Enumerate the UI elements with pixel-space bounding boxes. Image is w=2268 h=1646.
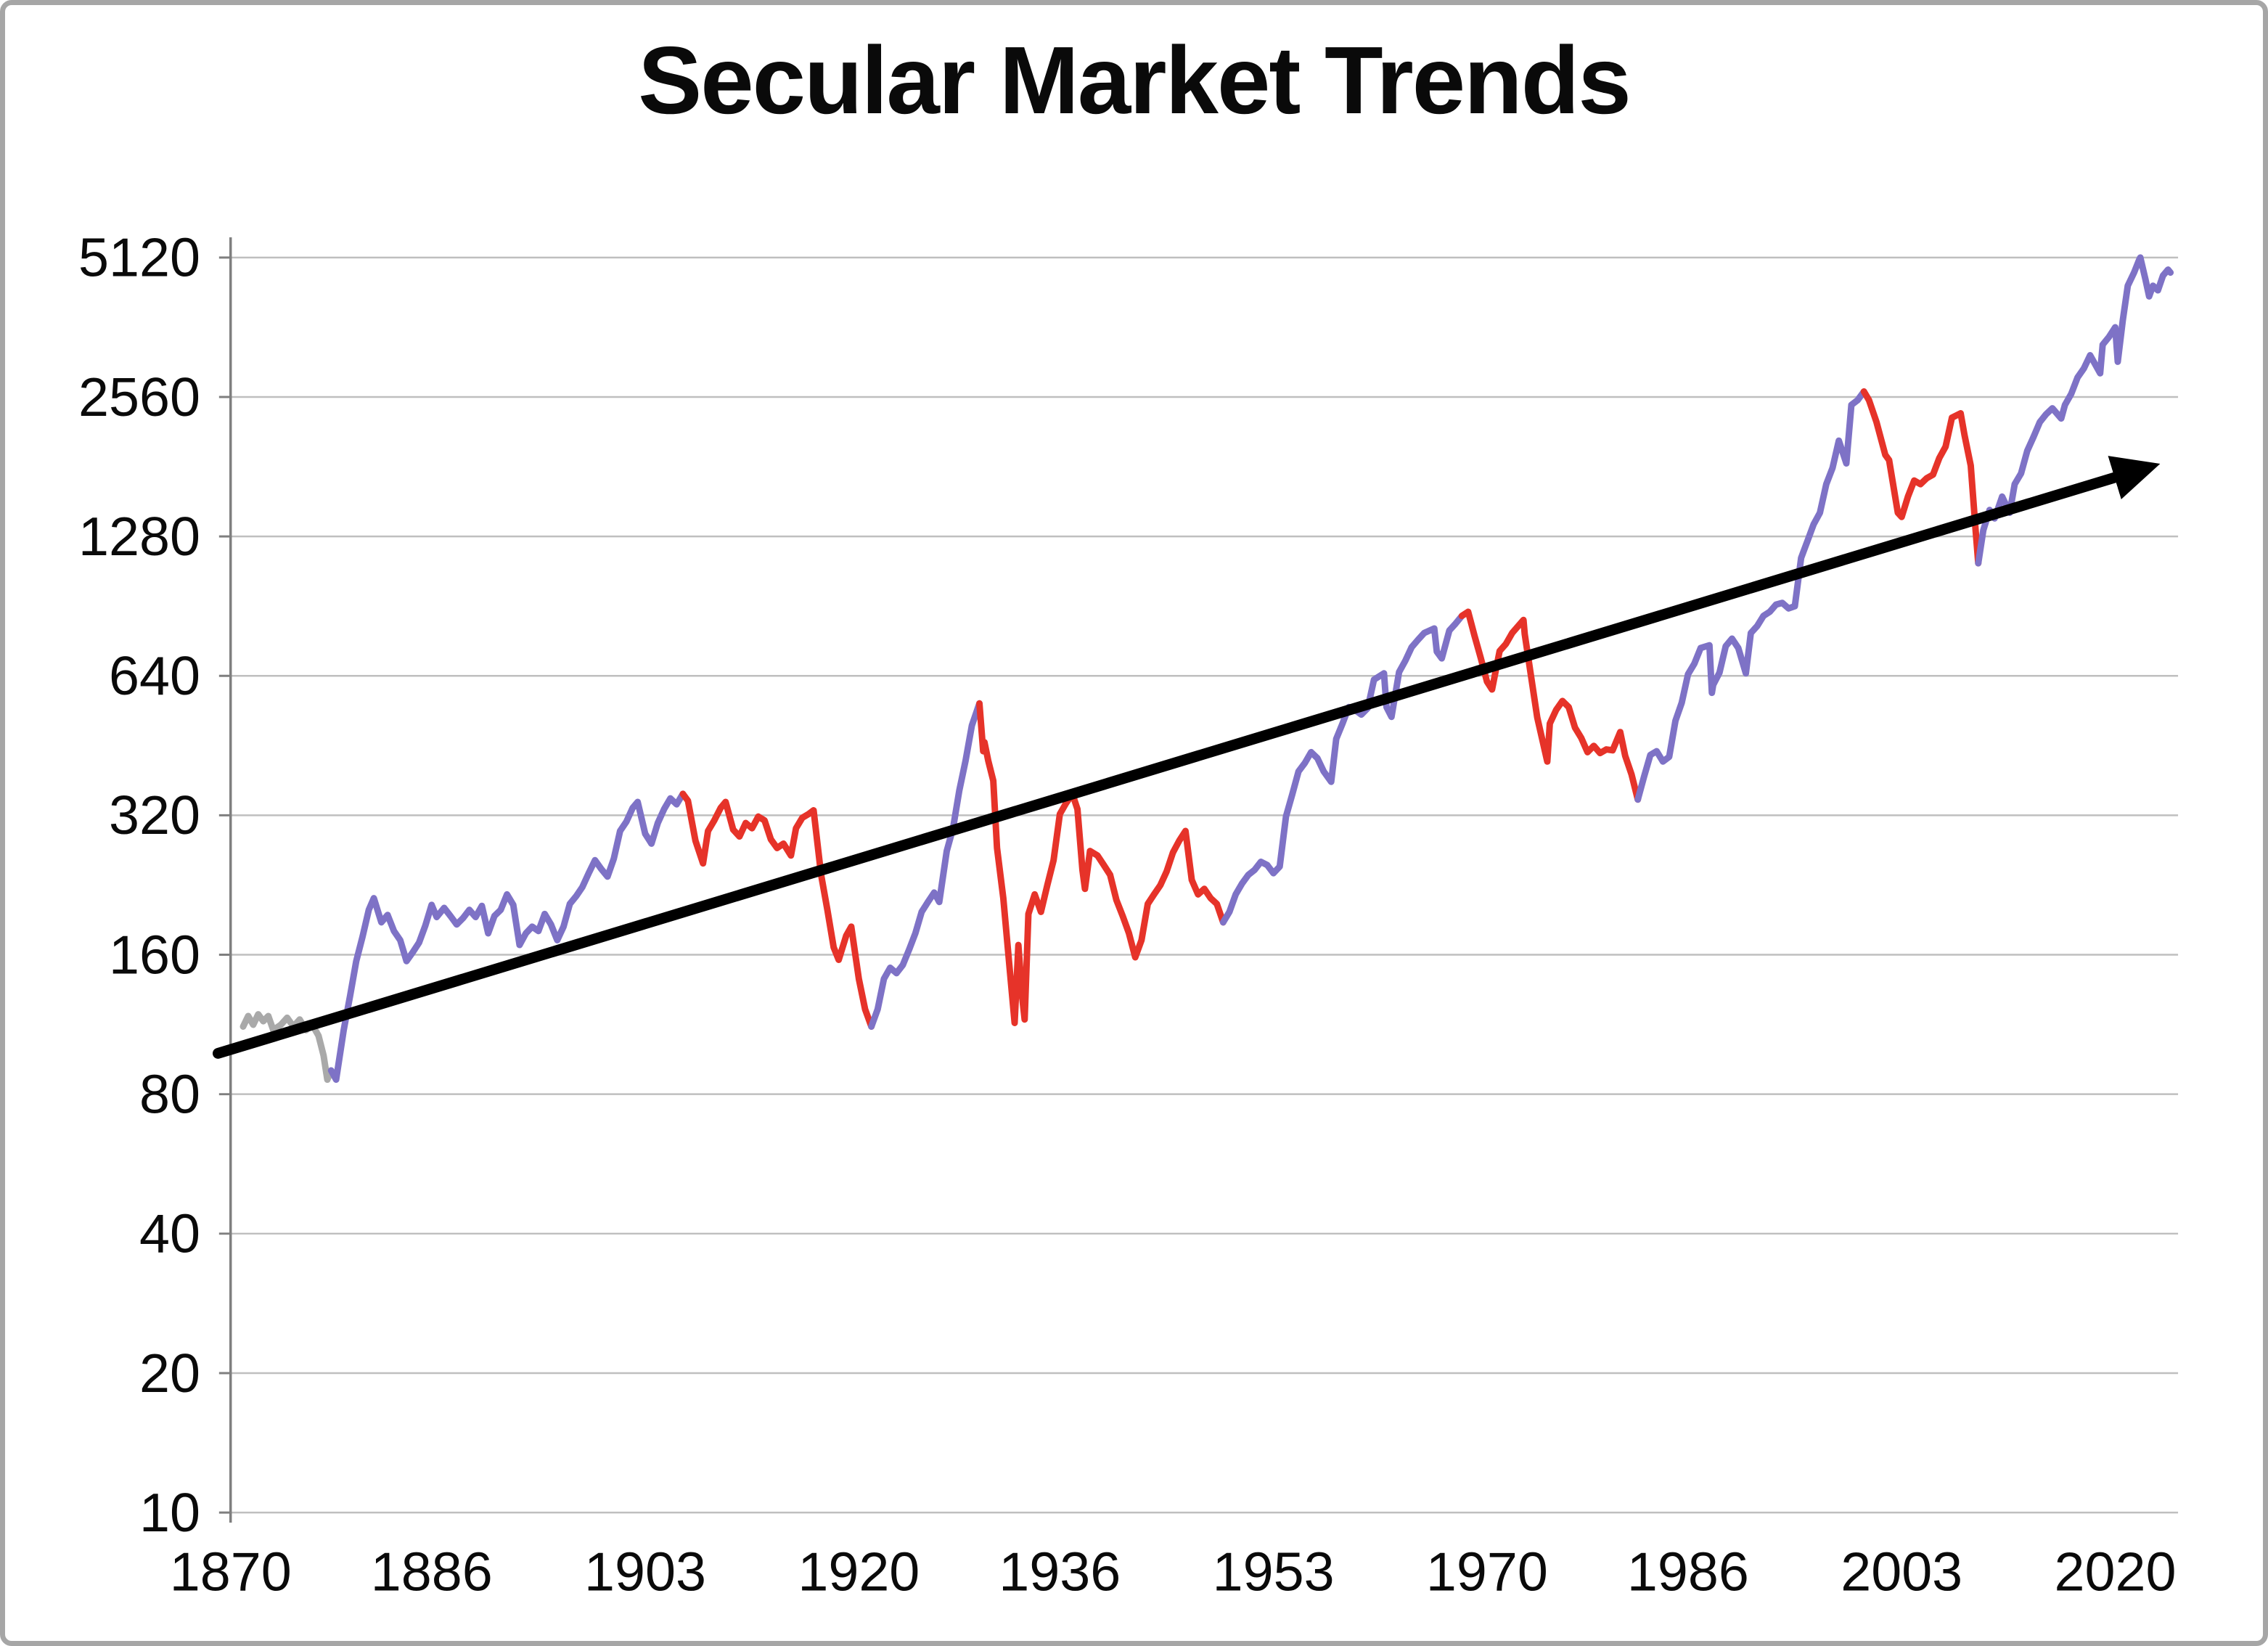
x-tick-label: 1970 <box>1426 1541 1548 1602</box>
x-tick-label: 1870 <box>170 1541 292 1602</box>
y-tick-label: 160 <box>109 925 200 986</box>
y-tick-label: 10 <box>139 1483 200 1544</box>
series-layer <box>212 254 2174 1084</box>
series-secular-bull-2009-2024 <box>1975 254 2174 567</box>
y-tick-label: 5120 <box>78 228 200 289</box>
series-secular-trend-line <box>212 456 2161 1059</box>
series-secular-bull-1949-1968 <box>1219 613 1465 926</box>
series-secular-bear-2000-2009 <box>1860 388 1982 567</box>
y-tick-label: 20 <box>139 1343 200 1404</box>
x-tick-label: 1903 <box>584 1541 706 1602</box>
x-tick-label: 1986 <box>1627 1541 1749 1602</box>
y-tick-label: 640 <box>109 646 200 707</box>
y-tick-label: 320 <box>109 785 200 846</box>
y-tick-label: 2560 <box>78 367 200 428</box>
axis-layer <box>218 237 232 1523</box>
series-secular-bull-1982-2000 <box>1634 388 1867 803</box>
series-secular-bear-1968-1982 <box>1458 608 1642 803</box>
y-tick-label: 40 <box>139 1204 200 1265</box>
x-tick-label: 1936 <box>999 1541 1121 1602</box>
series-early-data-1871-1878 <box>240 1011 335 1084</box>
chart-title: Secular Market Trends <box>638 27 1632 134</box>
x-tick-label: 2020 <box>2055 1541 2177 1602</box>
label-layer: 10 20 40 80 160 320 640 1280 2560 5120 1870 1886 190… <box>78 228 2177 1603</box>
x-tick-label: 1953 <box>1213 1541 1335 1602</box>
series-secular-bear-1929-1949 <box>976 700 1227 1026</box>
grid-layer <box>230 256 2179 1514</box>
series-secular-bull-1878-1906 <box>327 790 687 1084</box>
series-secular-bear-1906-1921 <box>679 790 875 1030</box>
x-tick-label: 1920 <box>798 1541 920 1602</box>
x-tick-label: 1886 <box>371 1541 493 1602</box>
chart-canvas: 10 20 40 80 160 320 640 1280 2560 5120 1870 1886 190… <box>78 228 2179 1603</box>
y-tick-label: 1280 <box>78 507 200 568</box>
y-tick-label: 80 <box>139 1065 200 1126</box>
series-secular-bull-1921-1929 <box>868 700 983 1030</box>
x-tick-label: 2003 <box>1841 1541 1962 1602</box>
